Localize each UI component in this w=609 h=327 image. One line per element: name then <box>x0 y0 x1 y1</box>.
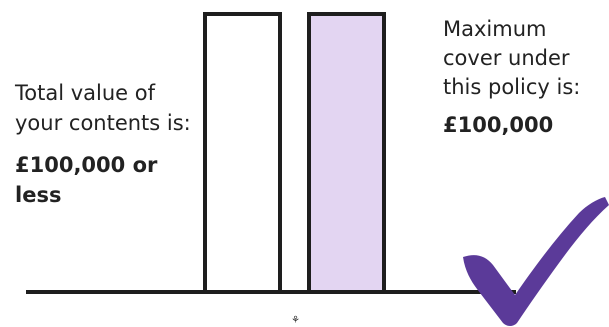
maximum-cover-label: Maximum cover under this policy is: £100… <box>443 15 608 140</box>
maximum-cover-bar <box>307 12 386 292</box>
total-value-amount: £100,000 or less <box>15 153 158 207</box>
total-value-text: Total value of your contents is: <box>15 81 191 135</box>
maximum-cover-amount: £100,000 <box>443 113 554 137</box>
contents-value-bar <box>203 12 282 292</box>
small-icon: ⚘ <box>291 315 300 326</box>
total-value-label: Total value of your contents is: £100,00… <box>15 78 195 210</box>
checkmark-icon <box>463 197 609 326</box>
maximum-cover-text: Maximum cover under this policy is: <box>443 17 581 99</box>
baseline <box>26 290 516 294</box>
